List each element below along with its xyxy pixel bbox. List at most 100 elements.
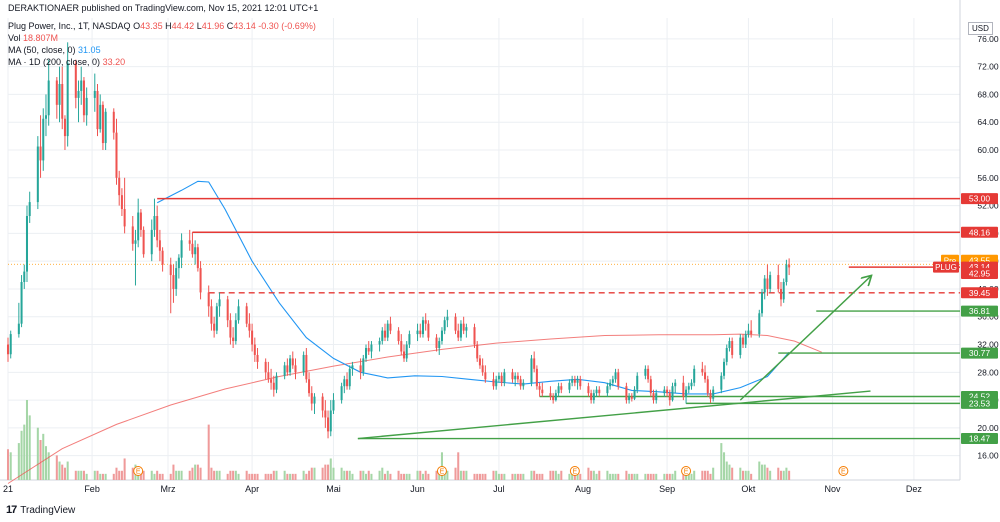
volume-bar [332, 468, 334, 480]
volume-bar [324, 465, 326, 480]
volume-bar [162, 474, 164, 480]
volume-label: Vol [8, 33, 21, 43]
trendline [358, 391, 871, 438]
candle-body [422, 320, 424, 334]
volume-bar [609, 474, 611, 480]
volume-bar [628, 474, 630, 480]
volume-bar [636, 474, 638, 480]
candle-body [175, 268, 177, 289]
candle-body [674, 383, 676, 386]
candle-body [455, 317, 457, 331]
volume-bar [251, 474, 253, 480]
volume-bar [246, 471, 248, 480]
candle-body [712, 390, 714, 399]
volume-bar [265, 474, 267, 480]
volume-bar [555, 471, 557, 480]
volume-bar [37, 428, 39, 480]
price-badge-tag: PLUG [935, 263, 957, 272]
candle-body [219, 299, 221, 306]
candle-body [598, 390, 600, 393]
candle-body [45, 115, 47, 118]
candle-body [650, 379, 652, 393]
candle-body [669, 393, 671, 400]
tradingview-brand: TradingView [20, 505, 75, 516]
volume-bar [482, 474, 484, 480]
candle-body [232, 338, 234, 341]
candle-body [365, 348, 367, 358]
volume-bars [7, 400, 790, 480]
candle-body [647, 369, 649, 379]
tradingview-footer[interactable]: 17 TradingView [6, 504, 75, 516]
volume-bar [549, 471, 551, 480]
high-value: 44.42 [172, 21, 195, 31]
candle-body [636, 376, 638, 390]
candle-body [7, 345, 9, 355]
candle-body [265, 362, 267, 372]
volume-bar [311, 468, 313, 480]
candle-body [80, 81, 82, 91]
candle-body [693, 369, 695, 383]
volume-bar [484, 474, 486, 480]
candle-body [498, 376, 500, 379]
candle-body [517, 376, 519, 379]
candle-body [555, 393, 557, 400]
volume-bar [208, 425, 210, 480]
candle-body [153, 216, 155, 230]
candle-body [48, 81, 50, 116]
candle-body [652, 393, 654, 400]
currency-button[interactable]: USD [968, 22, 993, 35]
time-tick-label: Jun [410, 484, 425, 494]
volume-bar [726, 462, 728, 480]
volume-bar [419, 471, 421, 480]
candle-body [197, 247, 199, 268]
volume-bar [503, 474, 505, 480]
resistance-price-label: 48.16 [969, 227, 991, 237]
volume-bar [227, 474, 229, 480]
candle-body [579, 379, 581, 386]
candle-body [381, 331, 383, 341]
volume-bar [398, 471, 400, 480]
candle-body [270, 379, 272, 382]
candle-body [460, 324, 462, 338]
candle-body [267, 372, 269, 379]
volume-bar [305, 474, 307, 480]
volume-bar [67, 462, 69, 480]
volume-bar [720, 443, 722, 480]
candle-body [251, 331, 253, 345]
volume-bar [26, 400, 28, 480]
volume-bar [351, 474, 353, 480]
candle-body [99, 105, 101, 129]
volume-bar [42, 434, 44, 480]
volume-bar [758, 462, 760, 480]
candle-body [720, 376, 722, 390]
candle-body [628, 397, 630, 400]
volume-bar [560, 471, 562, 480]
candle-body [273, 383, 275, 390]
candle-body [29, 202, 31, 216]
candle-body [303, 355, 305, 372]
candle-body [170, 265, 172, 275]
candle-body [780, 289, 782, 299]
candle-body [398, 331, 400, 341]
volume-bar [189, 471, 191, 480]
volume-bar [61, 465, 63, 480]
price-tick-label: 56.00 [977, 173, 999, 183]
volume-bar [769, 471, 771, 480]
candle-body [587, 386, 589, 393]
volume-bar [75, 471, 77, 480]
volume-bar [284, 471, 286, 480]
candle-body [731, 341, 733, 355]
candle-body [701, 369, 703, 372]
volume-bar [292, 474, 294, 480]
volume-bar [194, 465, 196, 480]
candle-body [441, 331, 443, 341]
candle-body [495, 379, 497, 386]
volume-bar [579, 474, 581, 480]
volume-bar [492, 471, 494, 480]
candle-body [750, 331, 752, 334]
candle-body [406, 345, 408, 359]
candle-body [530, 358, 532, 382]
open-value: 43.35 [140, 21, 163, 31]
volume-bar [156, 471, 158, 480]
candle-body [387, 324, 389, 338]
